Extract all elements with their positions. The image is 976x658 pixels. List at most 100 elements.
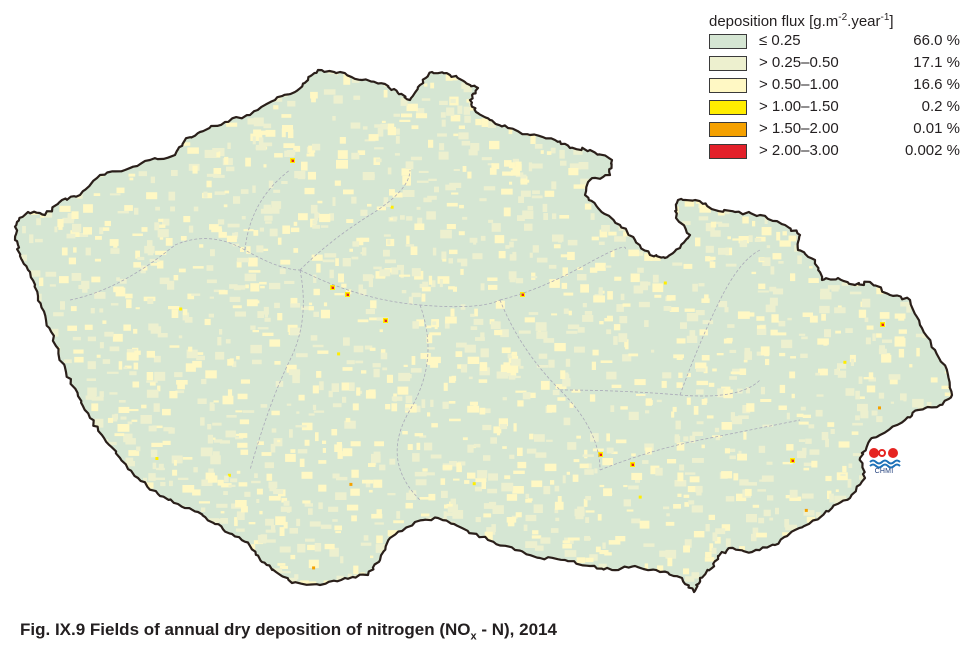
deposition-cell [337, 352, 341, 356]
deposition-cell [797, 170, 810, 174]
deposition-cell [460, 571, 469, 575]
deposition-cell [336, 442, 342, 451]
deposition-cell [336, 159, 348, 169]
deposition-cell [789, 489, 798, 498]
deposition-cell [387, 239, 391, 245]
deposition-cell [638, 95, 644, 100]
deposition-cell [114, 579, 120, 582]
deposition-cell [666, 238, 676, 243]
deposition-cell [494, 329, 503, 336]
deposition-cell [607, 291, 613, 300]
deposition-cell [450, 308, 455, 317]
deposition-cell [225, 430, 236, 438]
deposition-cell [60, 519, 65, 524]
deposition-cell [411, 292, 421, 298]
deposition-cell [345, 417, 351, 423]
deposition-cell [163, 427, 173, 432]
deposition-cell [546, 439, 553, 442]
deposition-cell [102, 359, 111, 364]
deposition-cell [689, 435, 696, 443]
deposition-cell [306, 153, 315, 157]
deposition-cell [455, 544, 466, 552]
deposition-cell [416, 442, 421, 450]
deposition-cell [265, 518, 274, 526]
deposition-cell [201, 479, 213, 486]
deposition-cell [535, 452, 547, 458]
deposition-cell [467, 444, 474, 453]
deposition-cell [368, 463, 376, 467]
deposition-cell [135, 307, 140, 310]
deposition-cell [103, 514, 116, 518]
deposition-cell [925, 242, 929, 250]
deposition-cell [41, 83, 50, 90]
deposition-cell [517, 94, 526, 102]
deposition-cell [431, 423, 438, 428]
deposition-cell [762, 169, 767, 178]
deposition-cell [701, 444, 705, 449]
deposition-cell [651, 349, 655, 353]
deposition-cell [615, 536, 626, 542]
deposition-cell [941, 176, 952, 183]
legend-item: > 1.50–2.00 0.01 % [706, 118, 966, 140]
deposition-cell [789, 371, 796, 379]
deposition-cell [489, 140, 500, 150]
deposition-cell [426, 357, 432, 365]
deposition-cell [575, 514, 584, 520]
deposition-cell [481, 480, 486, 489]
deposition-cell [212, 148, 219, 153]
deposition-cell [667, 70, 678, 75]
deposition-cell [793, 532, 800, 540]
deposition-cell [162, 408, 171, 416]
deposition-cell [188, 346, 193, 352]
deposition-cell [661, 380, 667, 388]
deposition-cell [631, 453, 636, 457]
legend-range: > 0.50–1.00 [759, 76, 839, 93]
deposition-cell [852, 422, 863, 426]
deposition-cell [457, 258, 462, 263]
deposition-cell [289, 528, 298, 534]
deposition-cell [399, 545, 403, 552]
deposition-cell [507, 520, 515, 527]
deposition-cell [945, 531, 952, 539]
deposition-cell [371, 513, 383, 519]
deposition-cell [769, 286, 777, 292]
deposition-cell [250, 283, 260, 292]
deposition-cell [488, 284, 498, 290]
deposition-cell [747, 312, 755, 317]
deposition-cell [407, 444, 413, 450]
deposition-cell [244, 576, 253, 581]
deposition-cell [48, 593, 59, 597]
deposition-cell [415, 479, 427, 486]
deposition-cell [504, 475, 511, 480]
deposition-cell [562, 378, 571, 387]
deposition-cell [589, 267, 598, 273]
deposition-cell [443, 70, 450, 72]
deposition-cell [841, 282, 849, 286]
deposition-cell [861, 203, 867, 210]
deposition-cell [129, 177, 134, 181]
deposition-cell [209, 296, 214, 299]
deposition-cell [879, 312, 890, 319]
deposition-cell [475, 541, 481, 550]
deposition-cell [99, 342, 104, 349]
deposition-cell [925, 447, 934, 452]
deposition-cell [585, 510, 595, 513]
deposition-cell [522, 83, 527, 91]
deposition-cell [91, 276, 101, 283]
deposition-cell [552, 389, 560, 396]
deposition-cell [220, 583, 224, 591]
deposition-cell [919, 184, 926, 191]
deposition-cell [426, 334, 433, 344]
deposition-cell [784, 519, 789, 528]
deposition-cell [818, 249, 830, 256]
deposition-cell [232, 305, 242, 309]
deposition-cell [771, 314, 779, 323]
deposition-cell [103, 83, 112, 91]
deposition-cell [430, 359, 439, 368]
deposition-cell [944, 392, 952, 397]
deposition-cell [815, 164, 823, 169]
deposition-cell [531, 195, 543, 199]
deposition-cell [274, 153, 283, 158]
deposition-cell [569, 402, 574, 408]
deposition-cell [737, 311, 750, 319]
